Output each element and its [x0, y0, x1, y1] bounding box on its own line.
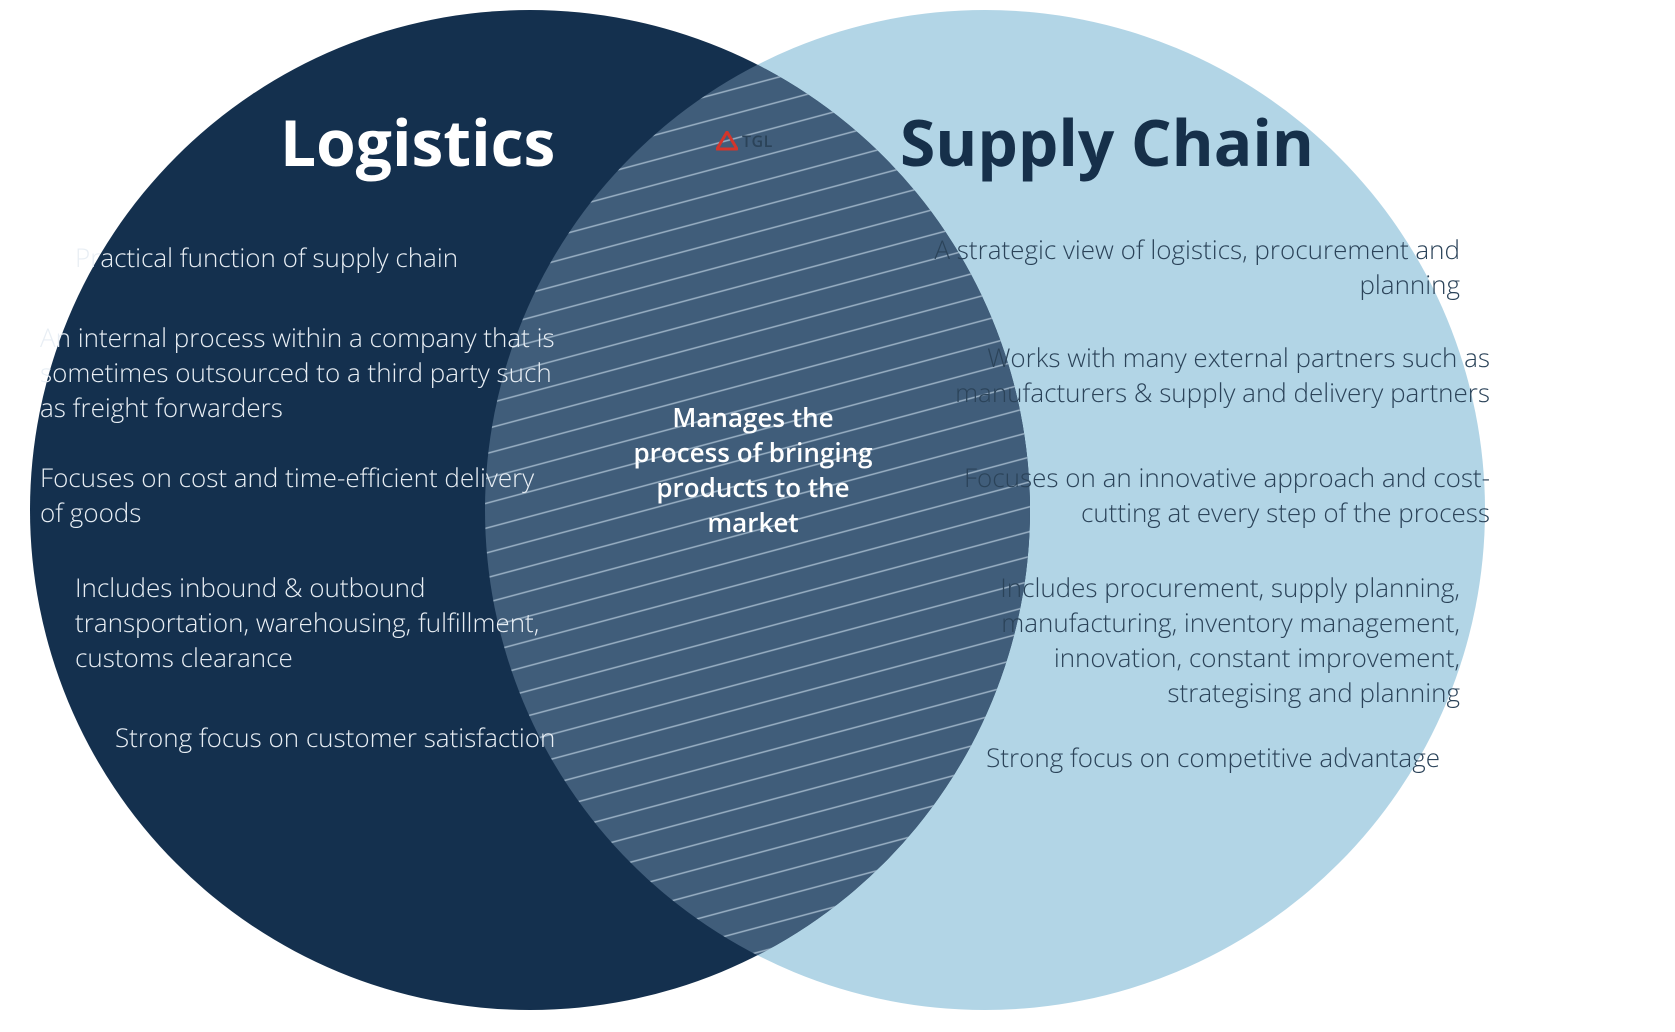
tgl-logo: TGL — [716, 130, 773, 152]
left-bullet-1: Practical function of supply chain — [75, 240, 555, 275]
overlap-text: Manages the process of bringing products… — [628, 400, 878, 540]
right-bullet-2: Works with many external partners such a… — [950, 340, 1490, 410]
left-bullet-2: An internal process within a company tha… — [40, 320, 570, 425]
right-bullet-1: A strategic view of logistics, procureme… — [920, 232, 1460, 302]
left-bullet-3: Focuses on cost and time-efficient deliv… — [40, 460, 540, 530]
venn-diagram-stage: { "diagram": { "type": "venn", "backgrou… — [0, 0, 1675, 1032]
right-bullet-4: Includes procurement, supply planning, m… — [920, 570, 1460, 710]
tgl-logo-icon — [716, 131, 738, 151]
left-circle-title: Logistics — [280, 108, 555, 175]
left-bullet-4: Includes inbound & outbound transportati… — [75, 570, 595, 675]
right-bullet-5: Strong focus on competitive advantage — [920, 740, 1440, 775]
tgl-logo-text: TGL — [742, 130, 773, 152]
right-bullet-3: Focuses on an innovative approach and co… — [930, 460, 1490, 530]
right-circle-title: Supply Chain — [900, 108, 1314, 175]
left-bullet-5: Strong focus on customer satisfaction — [115, 720, 615, 755]
